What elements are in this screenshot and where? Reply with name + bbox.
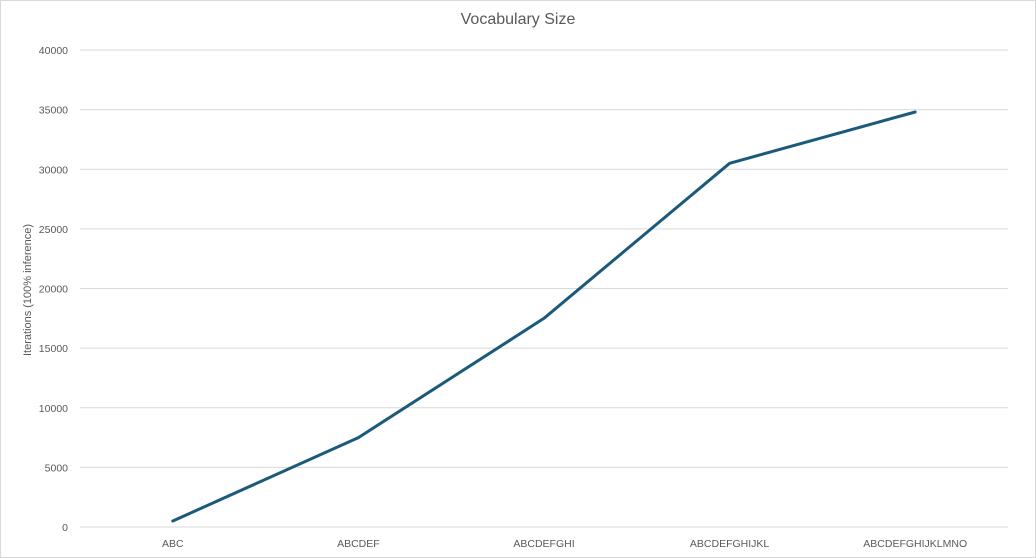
x-tick-label-1: ABCDEF [337, 538, 380, 550]
y-tick-label-6: 30000 [39, 164, 68, 176]
x-tick-label-2: ABCDEFGHI [513, 538, 574, 550]
x-tick-label-3: ABCDEFGHIJKL [690, 538, 770, 550]
y-tick-label-3: 15000 [39, 343, 68, 355]
y-tick-label-5: 25000 [39, 224, 68, 236]
y-tick-label-8: 40000 [39, 45, 68, 57]
y-tick-label-4: 20000 [39, 284, 68, 296]
y-tick-label-7: 35000 [39, 105, 68, 117]
series-line-0 [171, 110, 917, 523]
y-tick-label-0: 0 [62, 522, 68, 534]
y-tick-label-2: 10000 [39, 403, 68, 415]
x-tick-label-4: ABCDEFGHIJKLMNO [863, 538, 967, 550]
y-tick-label-1: 5000 [45, 462, 69, 474]
x-tick-label-0: ABC [162, 538, 184, 550]
chart-title: Vocabulary Size [460, 11, 576, 28]
